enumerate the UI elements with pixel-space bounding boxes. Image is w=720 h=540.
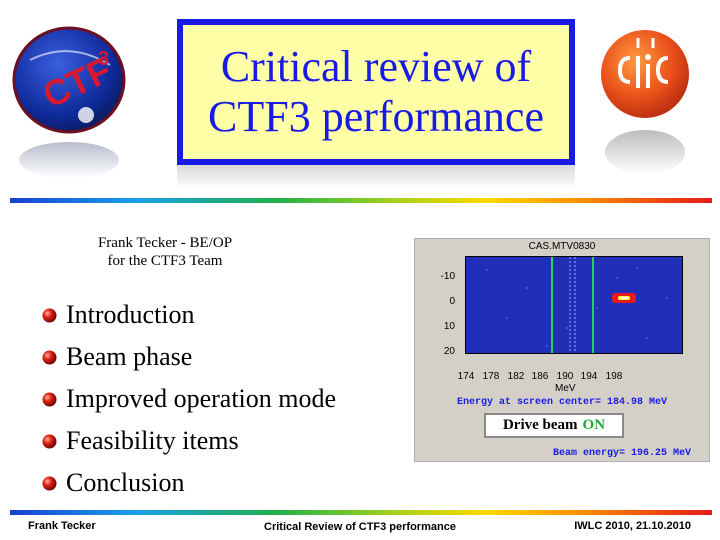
- author-block: Frank Tecker - BE/OP for the CTF3 Team: [60, 234, 270, 270]
- energy-center-readout: Energy at screen center= 184.98 MeV: [456, 397, 668, 408]
- red-ball-bullet-icon: [42, 350, 57, 364]
- x-tick-label: 198: [605, 371, 623, 382]
- author-name: Frank Tecker - BE/OP: [97, 235, 233, 251]
- y-tick-label: 0: [449, 296, 455, 307]
- list-item: Improved operation mode: [42, 378, 336, 420]
- slide-title: Critical review of CTF3 performance: [208, 42, 544, 142]
- svg-text:3: 3: [98, 48, 109, 70]
- drive-beam-status: Drive beam ON: [484, 413, 624, 438]
- red-ball-bullet-icon: [42, 308, 57, 322]
- y-tick-label: 20: [443, 346, 455, 357]
- list-item: Introduction: [42, 294, 336, 336]
- agenda-item-label: Introduction: [66, 300, 195, 329]
- x-tick-label: 182: [507, 371, 525, 382]
- clic-logo: [598, 24, 692, 184]
- x-tick-label: 174: [457, 371, 475, 382]
- y-tick-label: -10: [440, 271, 455, 282]
- red-ball-bullet-icon: [42, 434, 57, 448]
- x-axis-unit: MeV: [555, 383, 576, 394]
- title-box: Critical review of CTF3 performance: [177, 19, 575, 165]
- agenda-list: Introduction Beam phase Improved operati…: [42, 294, 336, 504]
- y-tick-label: 10: [443, 321, 455, 332]
- author-team: for the CTF3 Team: [107, 253, 223, 269]
- list-item: Beam phase: [42, 336, 336, 378]
- agenda-item-label: Improved operation mode: [66, 384, 337, 413]
- footer-event-date: IWLC 2010, 21.10.2010: [574, 520, 691, 532]
- agenda-item-label: Conclusion: [66, 468, 185, 497]
- title-line-1: Critical review of: [220, 42, 532, 91]
- title-line-2: CTF3 performance: [208, 92, 544, 141]
- rainbow-divider-top: [10, 198, 712, 203]
- screen-title: CAS.MTV0830: [528, 241, 596, 252]
- x-tick-label: 190: [556, 371, 574, 382]
- list-item: Conclusion: [42, 462, 336, 504]
- footer-author: Frank Tecker: [28, 520, 96, 532]
- beam-energy-readout: Beam energy= 196.25 MeV: [552, 448, 691, 459]
- drive-beam-label: Drive beam: [502, 417, 578, 433]
- ctf3-logo: CTF 3: [10, 20, 128, 180]
- x-tick-label: 178: [482, 371, 500, 382]
- red-ball-bullet-icon: [42, 476, 57, 490]
- x-tick-label: 194: [580, 371, 598, 382]
- red-ball-bullet-icon: [42, 392, 57, 406]
- agenda-item-label: Feasibility items: [66, 426, 239, 455]
- title-shadow: [177, 165, 575, 189]
- drive-beam-state: ON: [582, 417, 606, 433]
- beam-profile-plot: [465, 256, 683, 354]
- rainbow-divider-bottom: [10, 510, 712, 515]
- x-tick-label: 186: [531, 371, 549, 382]
- agenda-item-label: Beam phase: [66, 342, 193, 371]
- list-item: Feasibility items: [42, 420, 336, 462]
- footer-title: Critical Review of CTF3 performance: [264, 521, 456, 533]
